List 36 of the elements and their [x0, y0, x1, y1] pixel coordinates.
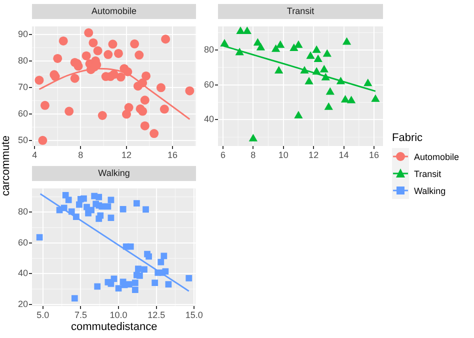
y-tick-label: 40: [18, 268, 28, 278]
x-tick-label: 5.0: [36, 310, 50, 320]
x-tick-label: 8: [78, 150, 84, 160]
x-tick-label: 12: [308, 150, 319, 160]
x-tick-label: 10: [278, 150, 288, 160]
x-tick-label: 7.5: [74, 310, 87, 320]
y-tick-label: 20: [18, 298, 28, 309]
x-tick-label: 16: [368, 150, 379, 160]
legend-label: Automobile: [414, 152, 460, 162]
x-tick-label: 12: [122, 150, 132, 160]
x-tick-label: 12.5: [148, 310, 166, 320]
y-tick-label: 70: [18, 82, 28, 92]
x-tick-label: 14: [338, 150, 349, 160]
x-axis-title: commutedistance: [71, 321, 158, 333]
x-tick-label: 4: [32, 150, 38, 160]
x-tick-label: 16: [167, 150, 178, 160]
x-tick-label: 8: [250, 150, 256, 160]
y-tick-label: 80: [18, 206, 28, 217]
legend-title: Fabric: [392, 132, 424, 144]
y-tick-label: 60: [18, 237, 28, 248]
x-tick-label: 10.0: [110, 310, 128, 320]
chart-title: Automobile: [32, 4, 196, 19]
y-tick-label: 80: [204, 44, 214, 55]
legend-label: Walking: [414, 186, 446, 196]
y-tick-label: 50: [18, 134, 28, 145]
legend-label: Transit: [414, 168, 442, 178]
x-tick-label: 6: [220, 150, 226, 160]
y-tick-label: 60: [204, 79, 214, 90]
y-axis-title: carcommute: [0, 134, 12, 196]
x-tick-label: 15.0: [185, 310, 203, 320]
chart-title: Walking: [32, 166, 196, 181]
y-tick-label: 80: [18, 55, 28, 66]
y-tick-label: 40: [204, 114, 214, 124]
y-tick-label: 90: [18, 28, 28, 39]
y-tick-label: 60: [18, 108, 28, 118]
chart-title: Transit: [218, 4, 383, 19]
